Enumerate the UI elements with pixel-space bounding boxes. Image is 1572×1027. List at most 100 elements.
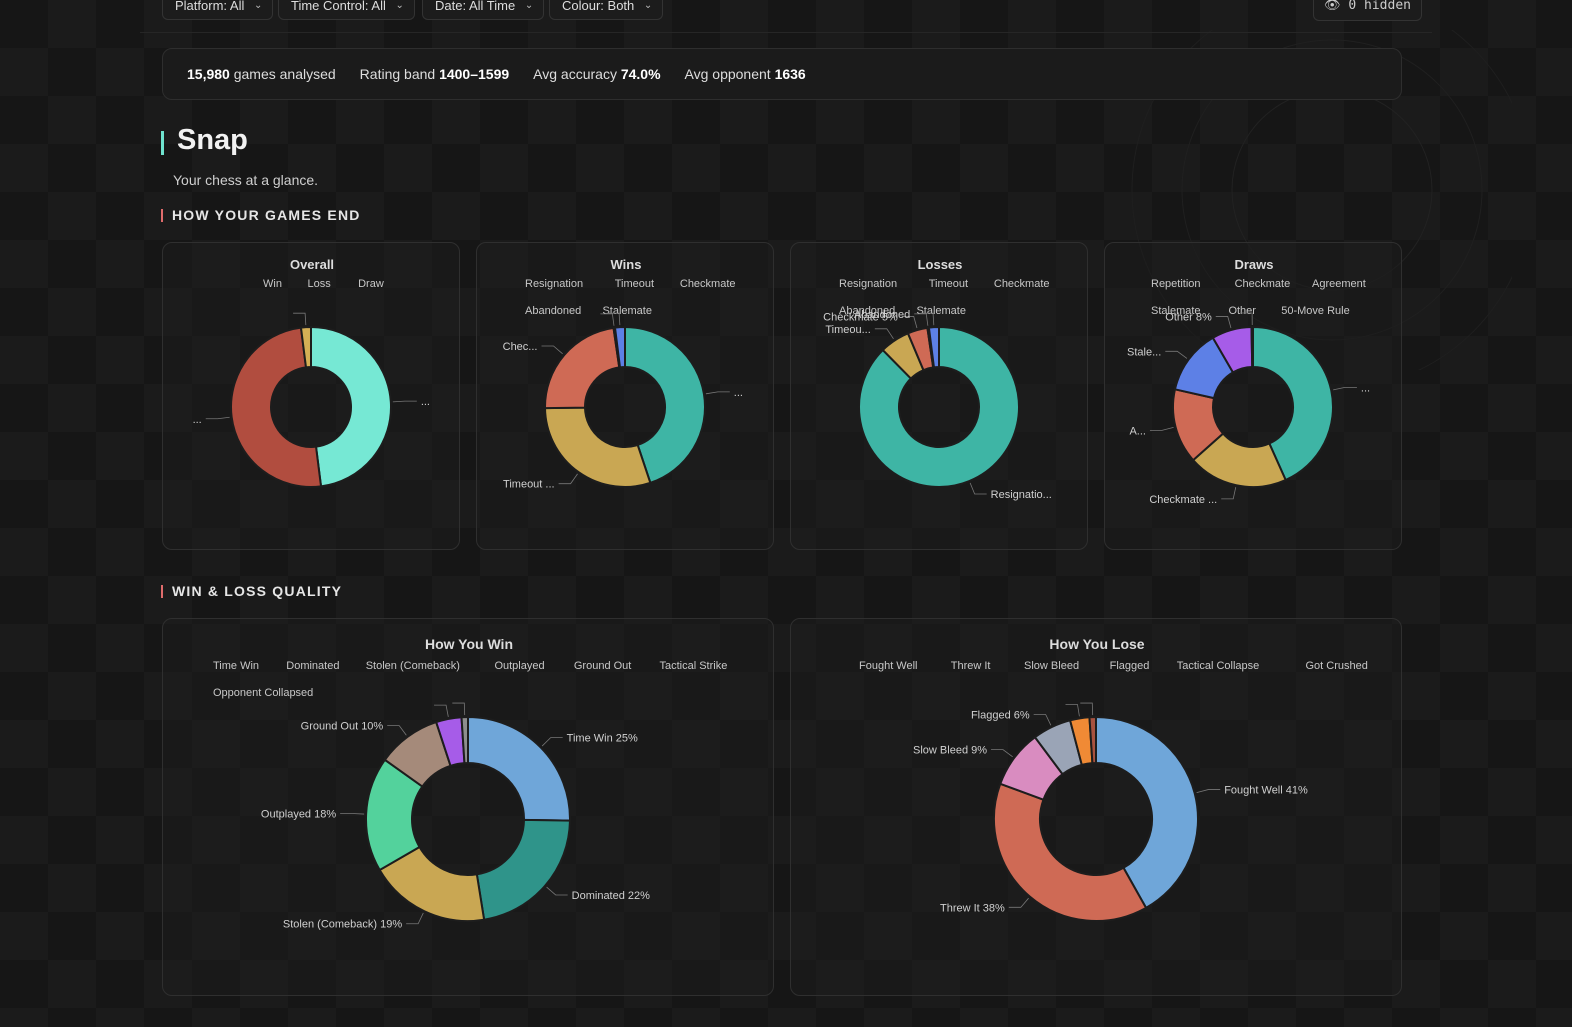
legend-item[interactable]: Stalemate <box>602 305 652 317</box>
donut-slice[interactable] <box>467 715 571 822</box>
donut-slice[interactable] <box>1088 715 1097 765</box>
legend-item[interactable]: Agreement <box>1312 278 1366 290</box>
legend-item[interactable]: Outplayed <box>494 660 544 672</box>
how-you-lose-chart-card: How You Lose Fought Well Threw It Slow Blee… <box>790 618 1402 996</box>
label-leader <box>340 813 365 815</box>
legend-item[interactable]: Repetition <box>1151 278 1201 290</box>
chart-title: Losses <box>918 257 963 272</box>
slice-label: Fought Well 41% <box>1224 785 1308 797</box>
legend-item[interactable]: Dominated <box>286 660 339 672</box>
slice-label: Stale... <box>1127 346 1161 358</box>
donut-slice[interactable] <box>475 818 572 921</box>
legend-item[interactable]: Got Crushed <box>1305 660 1367 672</box>
legend-label: 50-Move Rule <box>1281 305 1349 317</box>
legend-item[interactable]: Checkmate <box>680 278 736 290</box>
legend-item[interactable]: Stolen (Comeback) <box>366 660 460 672</box>
accuracy-stat: Avg accuracy 74.0% <box>533 66 660 82</box>
games-stat: 15,980 games analysed <box>187 66 336 82</box>
slice-label: Checkmate 5% <box>823 311 898 323</box>
label-leader <box>1240 312 1253 326</box>
slice-label: Checkmate ... <box>1149 494 1217 506</box>
donut-slice[interactable] <box>927 325 940 369</box>
losses-chart-card: Losses Resignation Timeout Checkmate Abandon… <box>790 242 1088 550</box>
draws-chart-card: Draws Repetition Checkmate Agreement Stalema… <box>1104 242 1402 550</box>
legend-item[interactable]: Threw It <box>951 660 991 672</box>
label-leader <box>434 704 449 717</box>
donut-slice[interactable] <box>460 715 469 765</box>
legend-item[interactable]: Abandoned <box>525 305 581 317</box>
slice-label: ... <box>193 414 202 426</box>
date-filter[interactable]: Date: All Time ⌄ <box>422 0 545 20</box>
legend-item[interactable]: Win <box>263 278 282 290</box>
legend-label: Stolen (Comeback) <box>366 660 460 672</box>
legend-item[interactable]: Stalemate <box>1151 305 1201 317</box>
time-control-filter-label: Time Control: All <box>291 0 386 13</box>
donut-slice[interactable] <box>299 325 312 369</box>
legend-item[interactable]: 50-Move Rule <box>1281 305 1349 317</box>
legend-item[interactable]: Stalemate <box>916 305 966 317</box>
label-leader <box>387 725 407 736</box>
hidden-toggle[interactable]: 👁 0 hidden <box>1313 0 1422 21</box>
legend-item[interactable]: Flagged <box>1110 660 1150 672</box>
slice-label: ... <box>421 396 430 408</box>
chart-title: How You Lose <box>1049 636 1144 652</box>
label-leader <box>541 737 563 747</box>
colour-filter[interactable]: Colour: Both ⌄ <box>549 0 664 20</box>
label-leader <box>452 702 466 716</box>
label-leader <box>1149 427 1174 431</box>
section-accent <box>161 585 163 598</box>
legend-item[interactable]: Ground Out <box>574 660 631 672</box>
legend-item[interactable]: Fought Well <box>859 660 918 672</box>
legend-item[interactable]: Tactical Collapse <box>1177 660 1260 672</box>
legend-item[interactable]: Opponent Collapsed <box>213 687 313 699</box>
slice-label: Timeout ... <box>503 479 555 491</box>
eye-icon: 👁 <box>1324 0 1341 13</box>
donut-slice[interactable] <box>993 782 1148 922</box>
donut-slice[interactable] <box>1095 715 1199 910</box>
donut-slice[interactable] <box>230 326 323 488</box>
donut-slice[interactable] <box>624 325 706 485</box>
legend-label: Tactical Collapse <box>1177 660 1260 672</box>
chart-title: Wins <box>611 257 642 272</box>
platform-filter[interactable]: Platform: All ⌄ <box>162 0 274 20</box>
legend-item[interactable]: Loss <box>307 278 331 290</box>
legend-item[interactable]: Checkmate <box>994 278 1050 290</box>
legend-item[interactable]: Other <box>1228 305 1256 317</box>
donut-slice[interactable] <box>544 326 621 410</box>
legend-item[interactable]: Timeout <box>615 278 654 290</box>
overall-chart-card: Overall Win Loss Draw...... <box>162 242 460 550</box>
legend-item[interactable]: Abandoned <box>839 305 895 317</box>
donut-slice[interactable] <box>310 325 392 488</box>
legend-item[interactable]: Resignation <box>525 278 583 290</box>
donut-slice[interactable] <box>1250 325 1254 369</box>
slice-label: Timeou... <box>825 324 870 336</box>
section-accent <box>161 209 163 222</box>
opponent-label: Avg opponent <box>684 66 771 82</box>
legend-label: Fought Well <box>859 660 918 672</box>
legend-item[interactable]: Time Win <box>213 660 259 672</box>
section-endings-heading: HOW YOUR GAMES END <box>172 207 361 223</box>
donut-slice[interactable] <box>613 325 626 369</box>
time-control-filter[interactable]: Time Control: All ⌄ <box>278 0 415 20</box>
legend-label: Checkmate <box>680 278 736 290</box>
legend-label: Flagged <box>1110 660 1150 672</box>
legend-label: Resignation <box>839 278 897 290</box>
legend-item[interactable]: Slow Bleed <box>1024 660 1079 672</box>
label-leader <box>1033 714 1052 726</box>
date-filter-label: Date: All Time <box>435 0 516 13</box>
label-leader <box>1196 789 1221 794</box>
donut-slice[interactable] <box>543 406 652 488</box>
legend-item[interactable]: Checkmate <box>1235 278 1291 290</box>
slice-label: Time Win 25% <box>567 733 638 745</box>
legend-item[interactable]: Timeout <box>929 278 968 290</box>
legend-item[interactable]: Draw <box>358 278 384 290</box>
legend-item[interactable]: Tactical Strike <box>659 660 727 672</box>
legend-item[interactable]: Resignation <box>839 278 897 290</box>
label-leader <box>546 886 568 896</box>
hidden-count: 0 hidden <box>1348 0 1411 13</box>
games-count: 15,980 <box>187 66 230 82</box>
label-leader <box>1065 704 1080 717</box>
donut-slice[interactable] <box>1252 325 1334 482</box>
legend-label: Checkmate <box>994 278 1050 290</box>
legend-label: Stalemate <box>602 305 652 317</box>
